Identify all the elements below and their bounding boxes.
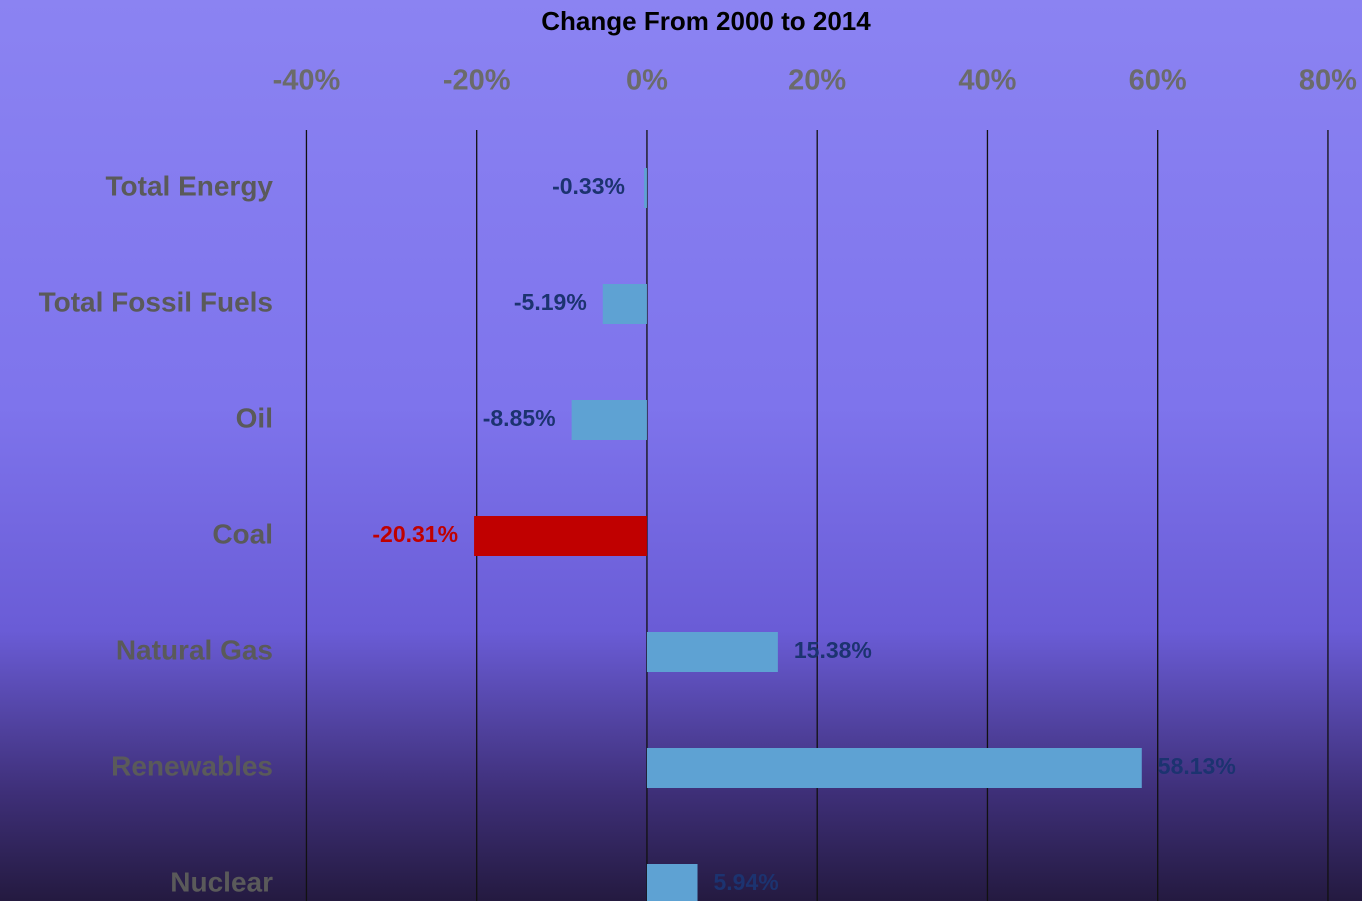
chart: Change From 2000 to 2014 -40% -20% 0% 20% 40…	[0, 0, 1362, 901]
category-label: Renewables	[111, 750, 273, 781]
bar	[644, 168, 647, 208]
value-label: -8.85%	[483, 405, 556, 431]
bar	[647, 864, 698, 901]
x-tick-label: 40%	[958, 65, 1016, 97]
x-tick-label: 60%	[1129, 65, 1187, 97]
x-tick-label: 80%	[1299, 65, 1357, 97]
bar	[572, 400, 647, 440]
category-label: Natural Gas	[116, 634, 273, 665]
value-label: -20.31%	[372, 521, 458, 547]
bar	[647, 748, 1142, 788]
value-label: -0.33%	[552, 173, 625, 199]
bar	[647, 632, 778, 672]
bar	[474, 516, 647, 556]
x-tick-label: -20%	[443, 65, 511, 97]
x-tick-label: -40%	[273, 65, 341, 97]
x-tick-label: 0%	[626, 65, 668, 97]
page: {"chart_data": {"type": "hbar", "title":…	[0, 0, 1362, 901]
value-label: -5.19%	[514, 289, 587, 315]
bar	[603, 284, 647, 324]
category-label: Nuclear	[170, 866, 273, 897]
chart-title: Change From 2000 to 2014	[541, 6, 871, 36]
category-label: Total Fossil Fuels	[39, 286, 273, 317]
category-label: Coal	[212, 518, 273, 549]
category-label: Oil	[236, 402, 273, 433]
value-label: 5.94%	[714, 869, 779, 895]
category-label: Total Energy	[105, 170, 273, 201]
value-label: 58.13%	[1158, 753, 1236, 779]
x-tick-label: 20%	[788, 65, 846, 97]
value-label: 15.38%	[794, 637, 872, 663]
